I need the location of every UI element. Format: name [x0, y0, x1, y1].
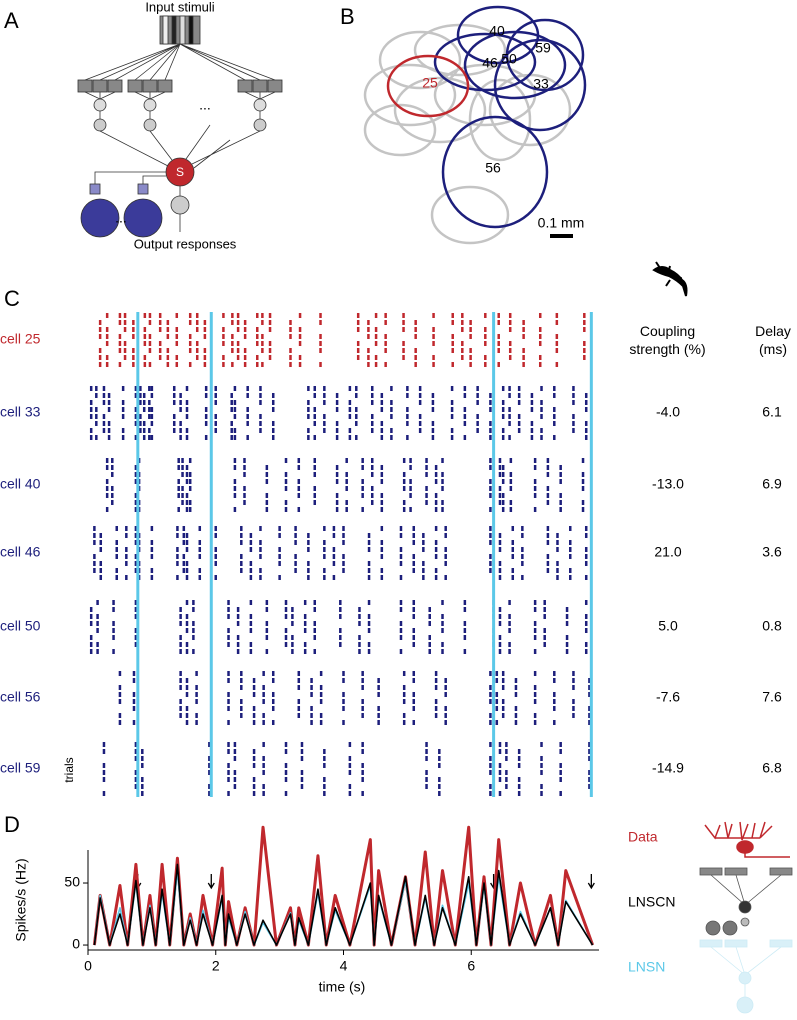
ellipsis: ... [115, 210, 127, 226]
stimulus-arrow [207, 874, 215, 890]
species-icon [652, 261, 688, 297]
cell-label: cell 25 [0, 331, 41, 347]
cell-label: 56 [485, 160, 501, 176]
coupling-value: -7.6 [656, 689, 680, 705]
legend-label: LNSCN [628, 894, 675, 910]
panel-label: A [4, 8, 19, 33]
delay-value: 3.6 [762, 544, 782, 560]
model-diagram [77, 15, 283, 238]
column-header: Coupling strength (%) [629, 323, 706, 357]
panel-label: C [4, 286, 20, 311]
delay-value: 6.9 [762, 476, 782, 492]
legend-icon [699, 867, 793, 936]
coupling-value: -13.0 [652, 476, 684, 492]
x-tick-label: 4 [340, 958, 348, 974]
legend-label: LNSN [628, 959, 665, 975]
rate-trace [92, 825, 595, 947]
cell-label: 40 [489, 23, 505, 39]
panel-label: D [4, 812, 20, 837]
cell-label: 50 [501, 51, 517, 67]
delay-value: 6.1 [762, 404, 782, 420]
coupling-value: 21.0 [654, 544, 681, 560]
delay-value: 6.8 [762, 760, 782, 776]
delay-value: 0.8 [762, 618, 782, 634]
cell-label: cell 56 [0, 689, 41, 705]
legend-label: Data [628, 829, 658, 845]
cell-label: cell 40 [0, 476, 41, 492]
legend-icon [699, 939, 793, 1014]
cell-label: 59 [535, 40, 551, 56]
delay-value: 7.6 [762, 689, 782, 705]
coupling-value: -14.9 [652, 760, 684, 776]
trials-label: trials [62, 757, 76, 782]
rate-trace [93, 863, 594, 946]
cell-label: cell 59 [0, 760, 41, 776]
x-tick-label: 2 [212, 958, 220, 974]
cell-label: 25 [422, 75, 438, 91]
cell-label: cell 50 [0, 618, 41, 634]
nonlinearity-label: S [176, 165, 184, 179]
input-label: Input stimuli [145, 0, 214, 14]
cell-label: 46 [482, 55, 498, 71]
y-tick-label: 0 [72, 936, 80, 952]
y-tick-label: 50 [64, 874, 80, 890]
x-tick-label: 0 [84, 958, 92, 974]
x-axis-label: time (s) [319, 979, 366, 995]
cell-label: cell 33 [0, 404, 41, 420]
receptive-fields [363, 5, 587, 245]
legend-icon [704, 821, 790, 858]
ellipsis: ... [199, 97, 211, 113]
y-axis-label: Spikes/s (Hz) [13, 858, 29, 941]
panel-label: B [340, 4, 355, 29]
column-header: Delay (ms) [755, 323, 791, 357]
cell-label: cell 46 [0, 544, 41, 560]
output-label: Output responses [134, 236, 237, 251]
scale-bar-label: 0.1 mm [538, 215, 585, 231]
x-tick-label: 6 [467, 958, 475, 974]
stimulus-arrow [587, 874, 595, 890]
coupling-value: 5.0 [658, 618, 678, 634]
cell-label: 33 [533, 76, 549, 92]
coupling-value: -4.0 [656, 404, 680, 420]
